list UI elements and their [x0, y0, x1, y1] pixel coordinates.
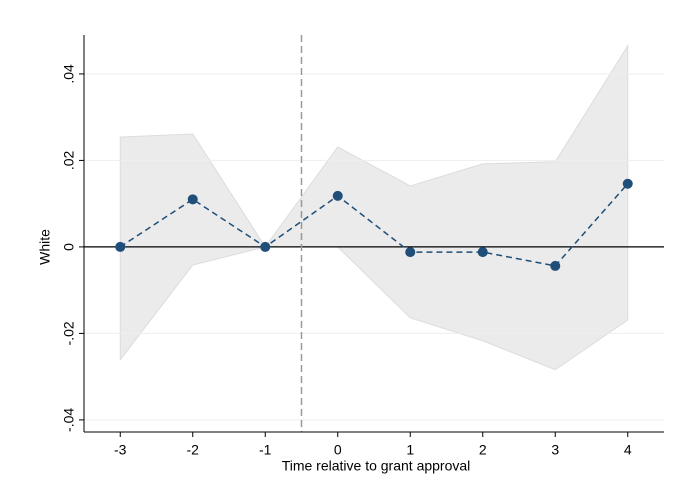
y-tick-label: -.04 — [61, 408, 77, 432]
x-tick-label: -2 — [187, 442, 200, 458]
y-axis-title: White — [37, 229, 53, 265]
estimate-point — [477, 247, 488, 258]
estimate-point — [332, 190, 343, 201]
y-tick-label: 0 — [61, 243, 77, 251]
estimate-point — [260, 241, 271, 252]
estimate-line — [119, 183, 629, 267]
confidence-band — [119, 44, 629, 371]
y-tick-label: -.02 — [61, 321, 77, 345]
estimate-point — [115, 241, 126, 252]
estimate-point — [550, 260, 561, 271]
y-tick-label: .04 — [61, 64, 77, 84]
x-tick-label: -3 — [114, 442, 127, 458]
x-axis-title: Time relative to grant approval — [282, 458, 471, 474]
x-tick-label: 2 — [479, 442, 487, 458]
estimate-point — [187, 194, 198, 205]
estimate-point — [622, 178, 633, 189]
x-tick-label: 0 — [334, 442, 342, 458]
x-tick-label: 4 — [624, 442, 632, 458]
estimate-point — [405, 247, 416, 258]
x-tick-label: -1 — [259, 442, 272, 458]
x-tick-label: 3 — [551, 442, 559, 458]
x-tick-label: 1 — [406, 442, 414, 458]
y-tick-label: .02 — [61, 150, 77, 170]
